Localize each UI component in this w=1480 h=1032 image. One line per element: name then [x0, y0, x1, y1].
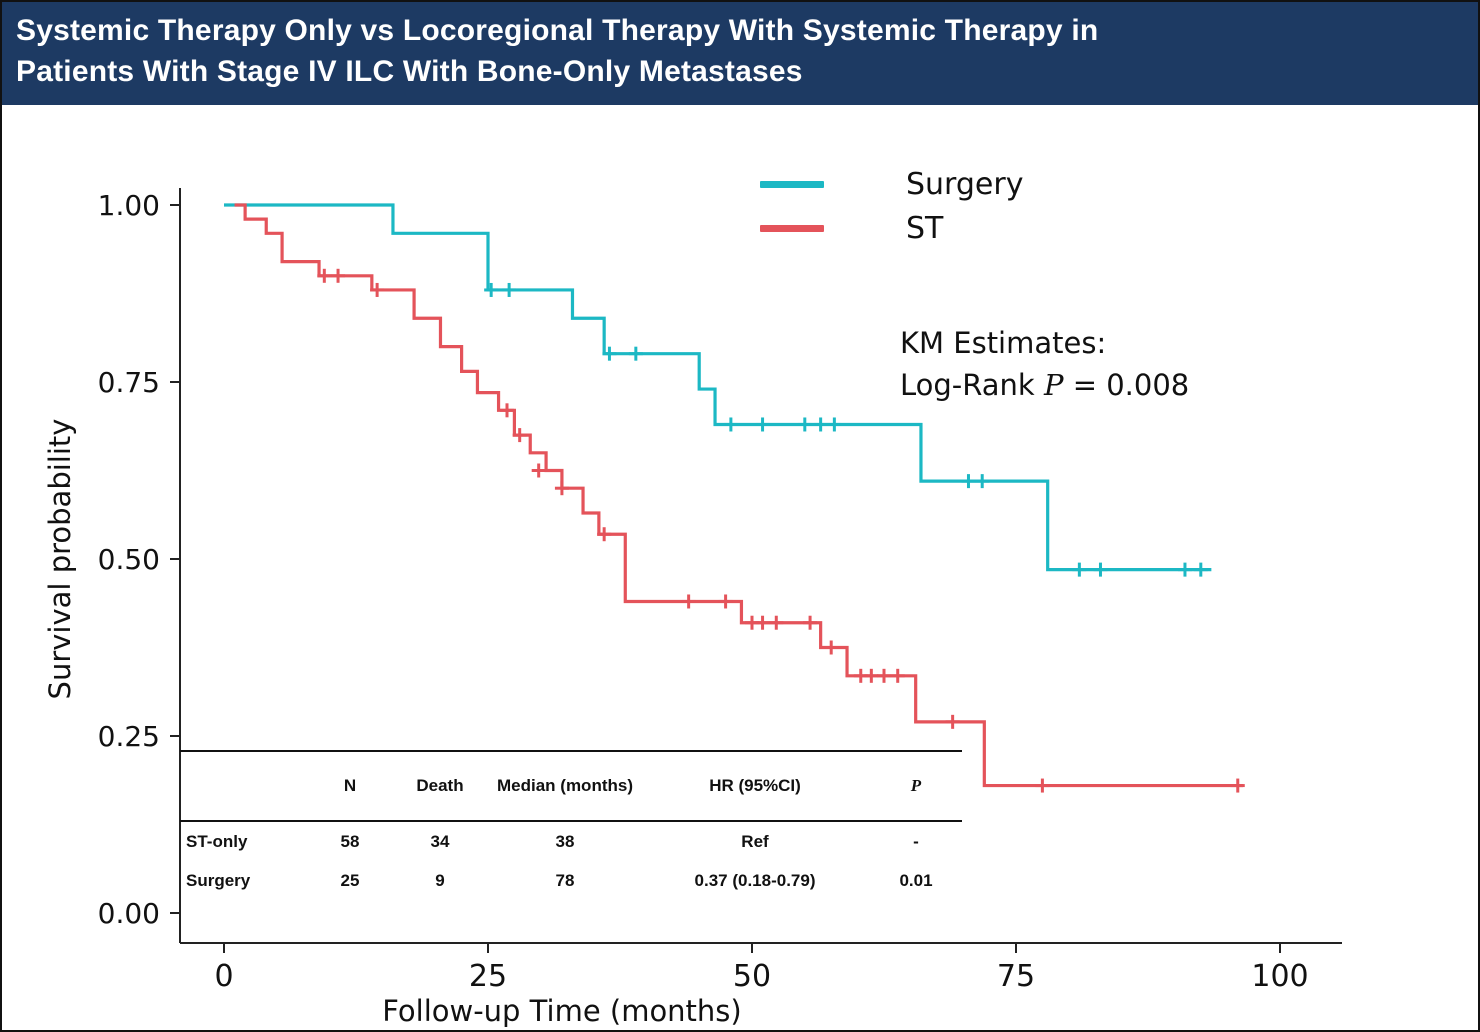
x-tick-label: 100 [1251, 959, 1308, 994]
row-label: ST-only [186, 831, 248, 851]
x-tick-label: 50 [733, 959, 771, 994]
logrank-prefix: Log-Rank [900, 368, 1035, 402]
figure-title-line1: Systemic Therapy Only vs Locoregional Th… [16, 14, 1099, 47]
legend-label-surgery: Surgery [906, 166, 1024, 202]
legend-label-st: ST [906, 210, 944, 246]
y-tick-label: 0.25 [98, 720, 160, 753]
cell-p: - [913, 831, 919, 851]
cell-death: 9 [435, 870, 445, 890]
cell-death: 34 [430, 831, 450, 851]
x-tick-label: 0 [214, 959, 233, 994]
cell-p: 0.01 [899, 870, 933, 890]
x-axis-label: Follow-up Time (months) [382, 994, 742, 1028]
figure-title: Systemic Therapy Only vs Locoregional Th… [16, 10, 1462, 92]
km-curve-st [234, 203, 1244, 788]
header-p: P [910, 776, 922, 795]
legend-item-surgery: Surgery [760, 162, 1023, 206]
y-tick-label: 0.50 [98, 543, 160, 576]
km-curve-surgery [224, 203, 1212, 572]
stats-table-header: N Death Median (months) HR (95%CI) P [180, 752, 962, 822]
st-line-swatch [760, 224, 824, 232]
y-tick-label: 1.00 [98, 189, 160, 222]
stats-table: N Death Median (months) HR (95%CI) P ST-… [180, 750, 962, 900]
header-death: Death [416, 776, 464, 795]
y-tick-label: 0.00 [98, 897, 160, 930]
header-n: N [343, 776, 357, 795]
cell-n: 25 [340, 870, 360, 890]
title-banner: Systemic Therapy Only vs Locoregional Th… [2, 2, 1478, 105]
surgery-line-swatch [760, 180, 824, 188]
chart-legend: Surgery ST [760, 162, 1023, 250]
x-tick-label: 25 [469, 959, 507, 994]
logrank-value: = 0.008 [1072, 368, 1190, 402]
header-median: Median (months) [497, 776, 633, 795]
cell-median: 38 [555, 831, 575, 851]
row-label: Surgery [186, 870, 251, 890]
cell-median: 78 [555, 870, 575, 890]
cell-hr: Ref [741, 831, 769, 851]
y-axis-label: Survival probability [43, 418, 77, 700]
cell-hr: 0.37 (0.18-0.79) [694, 870, 816, 890]
km-annotation: KM Estimates: Log-Rank P = 0.008 [900, 322, 1189, 406]
stats-table-row-surgery: Surgery 25 9 78 0.37 (0.18-0.79) 0.01 [180, 861, 962, 900]
stats-table-row-st-only: ST-only 58 34 38 Ref - [180, 822, 962, 861]
legend-item-st: ST [760, 206, 1023, 250]
y-tick-label: 0.75 [98, 366, 160, 399]
p-symbol: P [1043, 368, 1064, 402]
cell-n: 58 [340, 831, 360, 851]
x-tick-label: 75 [997, 959, 1035, 994]
figure-title-line2: Patients With Stage IV ILC With Bone-Onl… [16, 55, 803, 88]
header-hr: HR (95%CI) [709, 776, 801, 795]
km-annotation-title: KM Estimates: [900, 326, 1107, 360]
km-annotation-logrank: Log-Rank P = 0.008 [900, 364, 1189, 406]
